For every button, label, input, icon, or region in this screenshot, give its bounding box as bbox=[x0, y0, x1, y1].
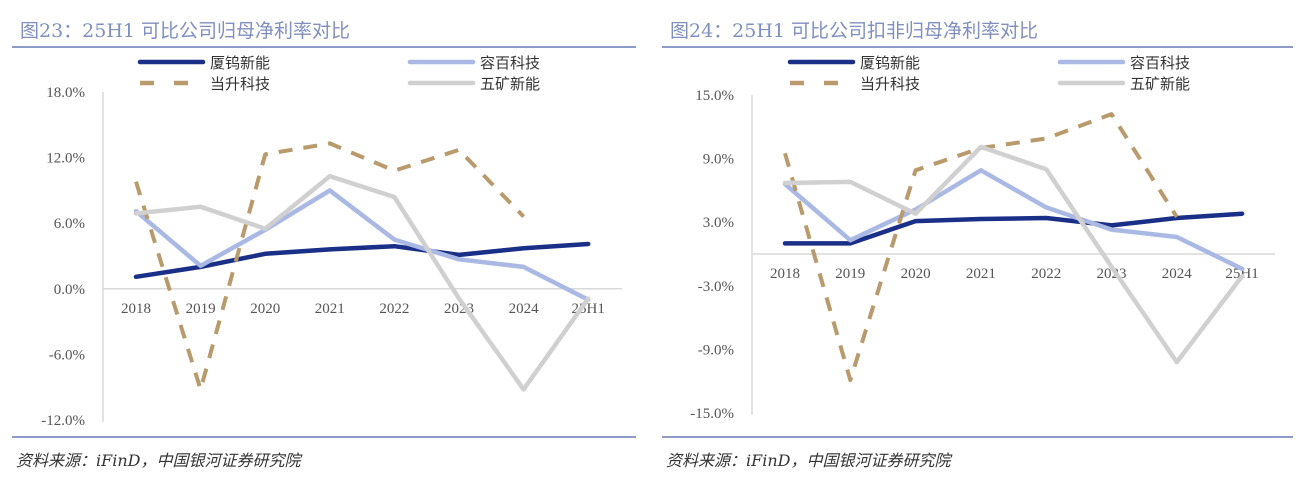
series-line-4 bbox=[133, 173, 591, 392]
series-line-2 bbox=[133, 188, 591, 302]
legend-item: 容百科技 bbox=[407, 54, 540, 72]
line-chart: 18.0% 12.0% 6.0% 0.0% -6.0% -12.0% 2018 2019 202… bbox=[41, 54, 622, 429]
x-tick-label: 2021 bbox=[966, 266, 996, 282]
chart-panel-right: 图24：25H1 可比公司扣非归母净利率对比 15.0% 9.0% 3.0% -3.0… bbox=[650, 0, 1303, 491]
x-tick-label: 2020 bbox=[250, 301, 280, 317]
legend-item: 厦钨新能 bbox=[787, 54, 920, 72]
x-tick-label: 25H1 bbox=[1225, 266, 1258, 282]
line-chart: 15.0% 9.0% 3.0% -3.0% -9.0% -15.0% 2018 2019 202… bbox=[690, 54, 1275, 422]
legend-label: 当升科技 bbox=[860, 75, 920, 93]
y-tick-label: 18.0% bbox=[46, 85, 85, 101]
legend-label: 容百科技 bbox=[480, 54, 540, 72]
legend-label: 容百科技 bbox=[1130, 54, 1190, 72]
y-tick-label: -9.0% bbox=[698, 342, 734, 358]
legend-label: 厦钨新能 bbox=[860, 54, 920, 72]
title-divider bbox=[662, 46, 1293, 48]
legend-label: 当升科技 bbox=[210, 75, 270, 93]
x-tick-label: 2018 bbox=[121, 301, 151, 317]
x-tick-label: 2018 bbox=[770, 266, 800, 282]
legend-item: 厦钨新能 bbox=[137, 54, 270, 72]
footer-divider bbox=[12, 436, 636, 438]
x-tick-label: 2019 bbox=[186, 301, 216, 317]
x-tick-label: 2024 bbox=[1162, 266, 1193, 282]
y-tick-label: -15.0% bbox=[690, 406, 734, 422]
chart-title: 图23：25H1 可比公司归母净利率对比 bbox=[20, 20, 351, 42]
y-tick-label: -12.0% bbox=[41, 413, 85, 429]
series-line-3 bbox=[783, 112, 1179, 383]
y-tick-label: 6.0% bbox=[54, 216, 85, 232]
x-tick-label: 2022 bbox=[379, 301, 409, 317]
source-note: 资料来源：iFinD，中国银河证券研究院 bbox=[16, 451, 301, 470]
y-tick-label: 0.0% bbox=[54, 282, 85, 298]
y-tick-label: 12.0% bbox=[46, 151, 85, 167]
y-tick-label: 3.0% bbox=[703, 215, 734, 231]
x-tick-label: 2020 bbox=[901, 266, 931, 282]
source-note: 资料来源：iFinD，中国银河证券研究院 bbox=[666, 451, 951, 470]
chart-panel-left: 图23：25H1 可比公司归母净利率对比 18.0% 12.0% 6.0% 0.0% -… bbox=[0, 0, 636, 491]
legend-item: 当升科技 bbox=[790, 75, 920, 93]
legend-item: 当升科技 bbox=[140, 75, 270, 93]
legend-item: 五矿新能 bbox=[1057, 75, 1190, 93]
y-tick-label: 15.0% bbox=[695, 88, 734, 104]
legend-item: 五矿新能 bbox=[407, 75, 540, 93]
legend-label: 五矿新能 bbox=[1130, 75, 1190, 93]
legend-label: 五矿新能 bbox=[480, 75, 540, 93]
footer-divider bbox=[662, 436, 1293, 438]
x-tick-label: 2024 bbox=[509, 301, 540, 317]
x-tick-label: 2019 bbox=[835, 266, 865, 282]
series-line-2 bbox=[782, 168, 1245, 272]
x-tick-label: 2022 bbox=[1031, 266, 1061, 282]
title-divider bbox=[12, 46, 636, 48]
y-tick-label: -3.0% bbox=[698, 279, 734, 295]
series-line-1 bbox=[133, 241, 591, 280]
series-line-1 bbox=[782, 211, 1245, 246]
chart-title: 图24：25H1 可比公司扣非归母净利率对比 bbox=[670, 20, 1039, 42]
y-tick-label: -6.0% bbox=[49, 347, 85, 363]
legend-item: 容百科技 bbox=[1057, 54, 1190, 72]
x-tick-label: 2021 bbox=[315, 301, 345, 317]
legend-label: 厦钨新能 bbox=[210, 54, 270, 72]
y-tick-label: 9.0% bbox=[703, 152, 734, 168]
series-line-4 bbox=[782, 144, 1245, 365]
